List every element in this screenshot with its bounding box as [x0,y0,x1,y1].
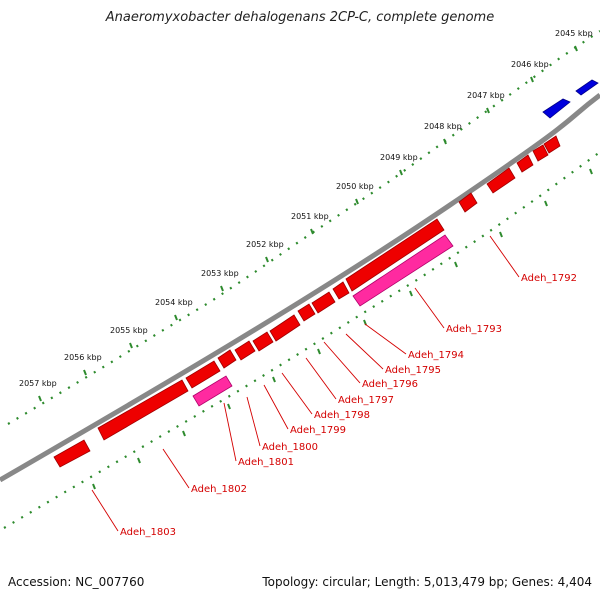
gene-arrow[interactable] [332,281,350,300]
gene-label[interactable]: Adeh_1802 [191,484,247,495]
genome-stats-text: Topology: circular; Length: 5,013,479 bp… [262,575,592,589]
gene-leader-line [414,287,445,329]
scale-tick-label: 2052 kbp [246,240,284,249]
scale-tick-label: 2050 kbp [336,182,374,191]
scale-tick [174,314,178,321]
scale-tick [220,285,224,292]
gene-arrow[interactable] [345,218,445,292]
gene-leader-line [305,357,337,400]
gene-arrow[interactable] [234,340,256,361]
gene-ring-tick [182,430,186,437]
scale-tick [574,45,578,52]
gene-ring-tick [227,403,231,410]
gene-arrow[interactable] [543,135,561,154]
scale-tick-label: 2054 kbp [155,298,193,307]
gene-arrow[interactable] [311,291,336,314]
scale-tick-label: 2055 kbp [110,326,148,335]
gene-ring-tick [92,483,96,490]
scale-tick-label: 2053 kbp [201,269,239,278]
scale-tick [355,198,359,205]
gene-label[interactable]: Adeh_1792 [521,273,577,284]
scale-tick-label: 2046 kbp [511,60,549,69]
scale-tick [399,169,403,176]
gene-ring-tick [137,457,141,464]
gene-arrow[interactable] [217,349,237,369]
gene-arrow[interactable] [97,379,189,441]
scale-tick [129,342,133,349]
gene-label[interactable]: Adeh_1793 [446,324,502,335]
gene-leader-line [91,489,119,532]
scale-tick [310,228,314,235]
gene-leader-line [246,396,261,447]
gene-arrow[interactable] [516,154,534,173]
scale-tick-label: 2047 kbp [467,91,505,100]
gene-labels: Adeh_1792 Adeh_1793 Adeh_1794 Adeh_1795 Adeh… [120,273,577,538]
scale-tick-label: 2045 kbp [555,29,593,38]
gene-label[interactable]: Adeh_1796 [362,379,418,390]
scale-tick-label: 2051 kbp [291,212,329,221]
gene-arrow[interactable] [532,144,549,162]
gene-ring-tick [499,231,503,238]
gene-arrow[interactable] [269,314,301,342]
gene-leader-line [323,341,361,384]
gene-leader-line [162,448,190,489]
genome-backbone [0,93,600,483]
gene-label[interactable]: Adeh_1801 [238,457,294,468]
gene-leader-line [223,402,237,462]
gene-leader-line [263,384,289,430]
gene-leader-line [364,323,407,355]
scale-tick [530,76,534,83]
gene-label-leaders [91,235,520,532]
gene-ring-tick [409,290,413,297]
gene-ring-tick [454,261,458,268]
accession-text: Accession: NC_007760 [8,575,145,589]
scale-tick-label: 2056 kbp [64,353,102,362]
gene-ring-tick [317,348,321,355]
gene-arrow[interactable] [252,331,274,352]
gene-ring-dots [3,151,600,529]
gene-arrow[interactable] [352,234,454,307]
scale-tick [265,256,269,263]
gene-arrow[interactable] [486,167,516,194]
scale-ring: 2045 kbp 2046 kbp 2047 kbp 2048 kbp 2049 kbp… [7,29,600,425]
gene-arrow[interactable] [297,303,316,322]
scale-tick-label: 2057 kbp [19,379,57,388]
gene-label[interactable]: Adeh_1797 [338,395,394,406]
gene-label[interactable]: Adeh_1798 [314,410,370,421]
gene-label[interactable]: Adeh_1799 [290,425,346,436]
reverse-strand [53,135,561,468]
gene-label[interactable]: Adeh_1800 [262,442,318,453]
gene-arrow-blue[interactable] [542,98,571,119]
gene-leader-line [281,372,313,415]
scale-tick [83,369,87,376]
scale-tick-label: 2048 kbp [424,122,462,131]
gene-label[interactable]: Adeh_1795 [385,365,441,376]
scale-tick [38,395,42,402]
gene-leader-line [489,235,520,278]
gene-label[interactable]: Adeh_1794 [408,350,464,361]
gene-ring-tick [544,200,548,207]
scale-tick [486,107,490,114]
gene-ring-tick [589,168,593,175]
gene-arrow-blue[interactable] [575,79,599,96]
gene-label[interactable]: Adeh_1803 [120,527,176,538]
gene-arrow[interactable] [458,192,478,213]
gene-ring-tick [272,376,276,383]
gene-arrow[interactable] [192,375,233,407]
genome-title: Anaeromyxobacter dehalogenans 2CP-C, com… [105,10,495,25]
gene-leader-line [345,333,384,370]
gene-arrow[interactable] [185,360,221,389]
scale-tick [443,138,447,145]
scale-tick-label: 2049 kbp [380,153,418,162]
scale-ring-dots [7,30,600,425]
gene-arrow[interactable] [53,439,91,468]
forward-strand [542,79,599,119]
